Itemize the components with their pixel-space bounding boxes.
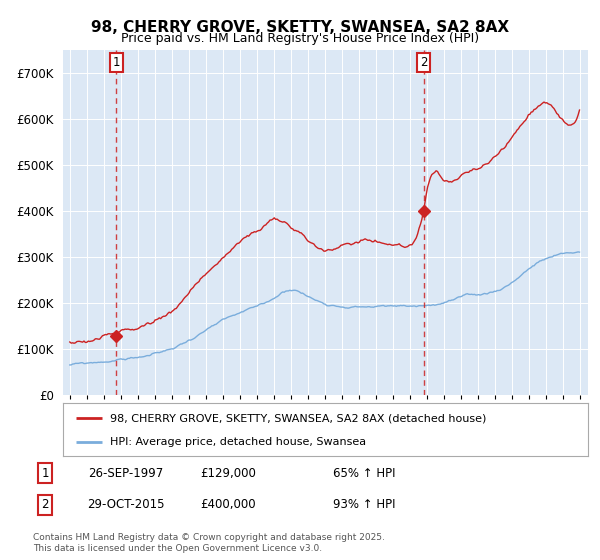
Text: HPI: Average price, detached house, Swansea: HPI: Average price, detached house, Swan… bbox=[110, 437, 367, 447]
Text: 26-SEP-1997: 26-SEP-1997 bbox=[88, 466, 164, 480]
Text: 2: 2 bbox=[420, 56, 427, 69]
Text: 98, CHERRY GROVE, SKETTY, SWANSEA, SA2 8AX (detached house): 98, CHERRY GROVE, SKETTY, SWANSEA, SA2 8… bbox=[110, 414, 487, 423]
Text: Price paid vs. HM Land Registry's House Price Index (HPI): Price paid vs. HM Land Registry's House … bbox=[121, 32, 479, 45]
Text: 65% ↑ HPI: 65% ↑ HPI bbox=[333, 466, 395, 480]
Text: 1: 1 bbox=[113, 56, 120, 69]
Text: 98, CHERRY GROVE, SKETTY, SWANSEA, SA2 8AX: 98, CHERRY GROVE, SKETTY, SWANSEA, SA2 8… bbox=[91, 20, 509, 35]
Text: £129,000: £129,000 bbox=[200, 466, 256, 480]
Text: 2: 2 bbox=[41, 498, 49, 511]
Text: Contains HM Land Registry data © Crown copyright and database right 2025.
This d: Contains HM Land Registry data © Crown c… bbox=[33, 533, 385, 553]
Text: 93% ↑ HPI: 93% ↑ HPI bbox=[333, 498, 395, 511]
Text: £400,000: £400,000 bbox=[200, 498, 256, 511]
Text: 1: 1 bbox=[41, 466, 49, 480]
Text: 29-OCT-2015: 29-OCT-2015 bbox=[87, 498, 165, 511]
